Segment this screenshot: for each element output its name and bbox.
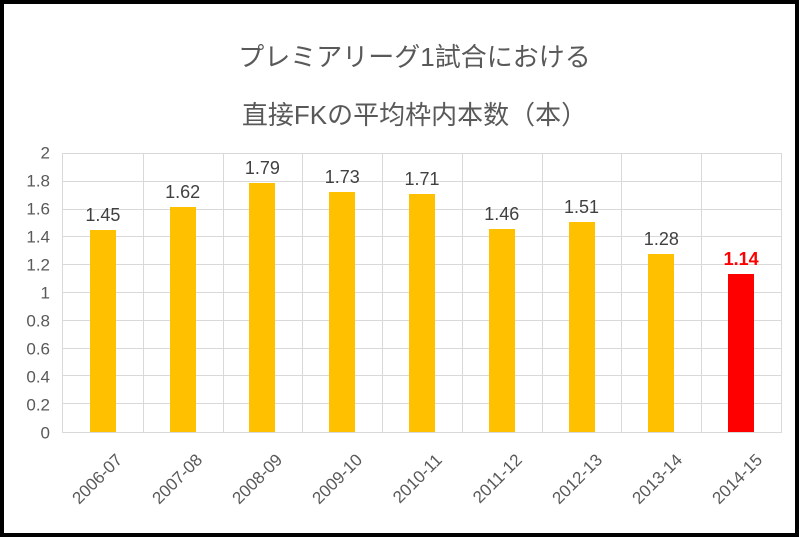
x-axis-category-text: 2008-09 xyxy=(228,450,286,508)
x-axis-category-text: 2006-07 xyxy=(68,450,126,508)
gridline-vertical xyxy=(142,154,144,432)
y-axis-tick-label: 1.4 xyxy=(26,227,50,247)
y-axis-tick-label: 0.2 xyxy=(26,395,50,415)
y-axis-tick-label: 2 xyxy=(40,143,50,163)
bar-value-label-2012-13: 1.51 xyxy=(564,197,600,218)
chart-title-line-2: 直接FKの平均枠内本数（本） xyxy=(241,100,588,130)
bar-2012-13 xyxy=(568,222,595,432)
x-axis-category-text: 2014-15 xyxy=(708,450,766,508)
x-axis: 2006-07 2007-08 2008-09 2009-10 2010-11 2011-… xyxy=(62,433,782,533)
gridline-vertical xyxy=(541,154,543,432)
bar-2013-14 xyxy=(648,254,675,432)
bar-value-label-2009-10: 1.73 xyxy=(324,166,360,187)
chart-title: プレミアリーグ1試合における 直接FKの平均枠内本数（本） xyxy=(34,28,795,144)
y-axis-tick-label: 1.2 xyxy=(26,255,50,275)
bar-value-label-2010-11: 1.71 xyxy=(404,169,440,190)
plot-area: 1.45 1.62 1.79 1.73 1.71 1.46 1.51 1.28 1.14 xyxy=(62,153,782,433)
x-axis-category-text: 2010-11 xyxy=(389,450,446,507)
x-axis-category-text: 2012-13 xyxy=(548,450,606,508)
chart-title-line-1: プレミアリーグ1試合における xyxy=(238,42,591,72)
bar-2006-07 xyxy=(89,230,116,432)
y-axis-tick-label: 0 xyxy=(40,423,50,443)
y-axis-tick-label: 1 xyxy=(40,283,50,303)
gridline-horizontal xyxy=(63,180,781,182)
bar-2010-11 xyxy=(409,194,435,432)
x-axis-category-text: 2007-08 xyxy=(148,450,206,508)
bar-2007-08 xyxy=(169,206,196,432)
bar-2014-15 xyxy=(728,273,755,432)
gridline-vertical xyxy=(222,154,224,432)
bar-2008-09 xyxy=(249,183,276,432)
x-axis-category-text: 2009-10 xyxy=(308,450,366,508)
bar-2011-12 xyxy=(488,229,515,432)
gridline-vertical xyxy=(621,154,623,432)
x-axis-category-text: 2013-14 xyxy=(628,450,686,508)
y-axis-tick-label: 0.4 xyxy=(26,367,50,387)
bar-value-label-2006-07: 1.45 xyxy=(85,205,121,226)
bar-value-label-2011-12: 1.46 xyxy=(484,204,520,225)
bar-value-label-2007-08: 1.62 xyxy=(165,181,201,202)
x-axis-category-text: 2011-12 xyxy=(469,450,526,507)
gridline-vertical xyxy=(701,154,703,432)
y-axis-tick-label: 0.6 xyxy=(26,339,50,359)
y-axis-tick-label: 1.8 xyxy=(26,171,50,191)
bar-2009-10 xyxy=(329,191,356,432)
bar-value-label-2014-15: 1.14 xyxy=(723,248,759,269)
gridline-vertical xyxy=(302,154,304,432)
gridline-vertical xyxy=(382,154,384,432)
bar-value-label-2013-14: 1.28 xyxy=(643,229,679,250)
y-axis-tick-label: 1.6 xyxy=(26,199,50,219)
y-axis: 0 0.2 0.4 0.6 0.8 1 1.2 1.4 1.6 1.8 2 xyxy=(4,145,52,442)
bar-value-label-2008-09: 1.79 xyxy=(244,158,280,179)
y-axis-tick-label: 0.8 xyxy=(26,311,50,331)
gridline-vertical xyxy=(461,154,463,432)
